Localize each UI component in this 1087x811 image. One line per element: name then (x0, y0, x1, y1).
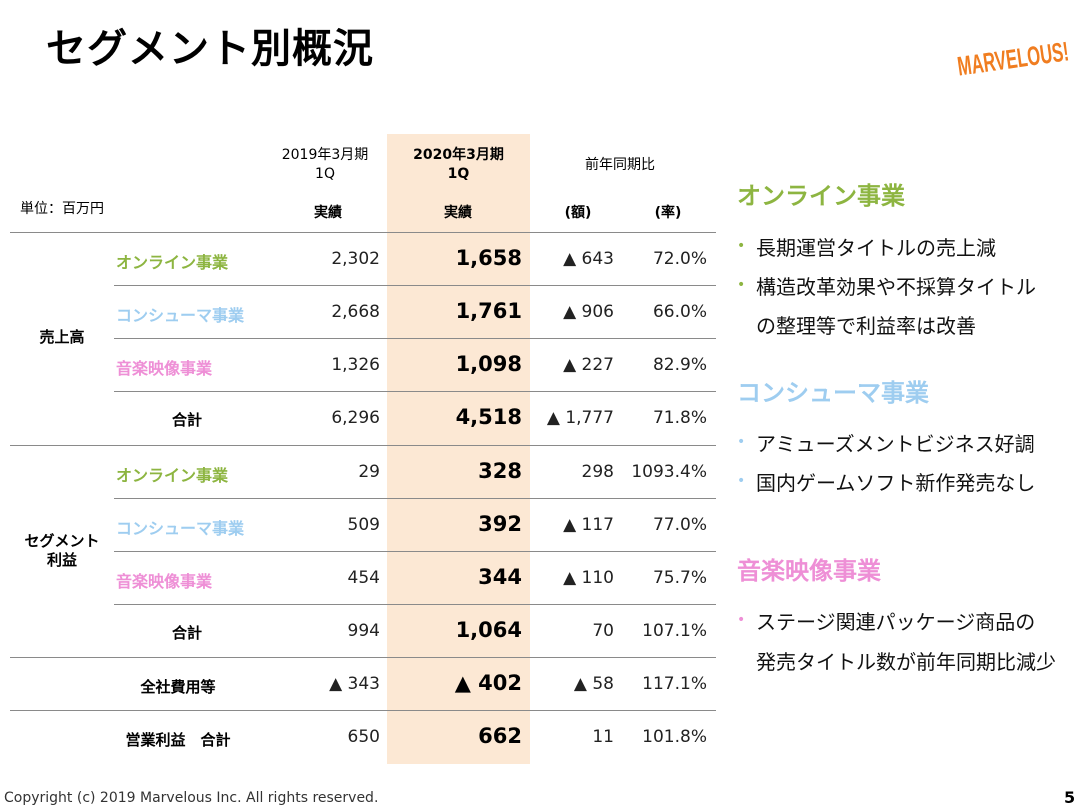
cell-curr: 4,518 (455, 405, 522, 429)
row-label: コンシューマ事業 (116, 519, 245, 538)
row-label: オンライン事業 (116, 253, 229, 272)
commentary-music-bullet-1: ステージ関連パッケージ商品の (756, 610, 1036, 634)
cell-diff: ▲ 906 (563, 302, 614, 322)
cell-prev: 6,296 (331, 408, 380, 428)
cell-prev: 650 (347, 727, 380, 747)
row-label: 合計 (171, 624, 202, 642)
section-divider (10, 445, 716, 446)
commentary-online-bullet-2: 構造改革効果や不採算タイトル (756, 275, 1036, 299)
header-actual-prev: 実績 (314, 205, 342, 221)
cell-prev: 2,302 (331, 249, 380, 269)
cell-diff: 298 (581, 462, 614, 482)
svg-text:MARVELOUS!: MARVELOUS! (956, 36, 1071, 81)
marvelous-logo: MARVELOUS! (952, 20, 1072, 82)
cell-rate: 66.0% (652, 302, 707, 322)
cell-prev: ▲ 343 (329, 674, 380, 694)
header-actual-curr: 実績 (444, 205, 472, 221)
section-divider (10, 710, 716, 711)
category-segment-profit-line1: セグメント (24, 532, 100, 550)
row-divider (114, 551, 716, 552)
cell-prev: 509 (347, 515, 380, 535)
cell-curr: 1,761 (455, 299, 522, 323)
page-title: セグメント別概況 (46, 26, 374, 72)
commentary-heading-music: 音楽映像事業 (737, 557, 881, 585)
cell-prev: 29 (358, 462, 380, 482)
cell-diff: ▲ 643 (563, 249, 614, 269)
row-label: オンライン事業 (116, 466, 229, 485)
row-divider (114, 391, 716, 392)
cell-prev: 1,326 (331, 355, 380, 375)
cell-prev: 2,668 (331, 302, 380, 322)
row-divider (114, 338, 716, 339)
header-rate: (率) (654, 205, 682, 221)
current-period-highlight (387, 134, 530, 764)
cell-rate: 117.1% (642, 674, 707, 694)
cell-curr: 392 (478, 512, 522, 536)
cell-curr: 1,098 (455, 352, 522, 376)
bullet-icon: • (737, 473, 746, 489)
header-prev-period-label: 2019年3月期 (281, 147, 369, 163)
commentary-consumer-bullet-2: 国内ゲームソフト新作発売なし (756, 471, 1036, 495)
row-divider (114, 285, 716, 286)
cell-curr: 1,064 (455, 618, 522, 642)
unit-label: 単位：百万円 (20, 201, 104, 217)
cell-rate: 1093.4% (631, 462, 707, 482)
header-amount: (額) (564, 205, 592, 221)
header-prev-period: 2019年3月期 1Q (265, 146, 385, 184)
row-label: 合計 (171, 411, 202, 429)
bullet-icon: • (737, 434, 746, 450)
cell-diff: ▲ 117 (563, 515, 614, 535)
row-label: コンシューマ事業 (116, 306, 245, 325)
cell-curr: 662 (478, 724, 522, 748)
bullet-icon: • (737, 277, 746, 293)
page-number: 5 (1064, 788, 1076, 807)
cell-diff: ▲ 227 (563, 355, 614, 375)
row-label: 営業利益 合計 (125, 731, 231, 749)
header-prev-q: 1Q (315, 166, 335, 182)
commentary-heading-consumer: コンシューマ事業 (737, 379, 929, 407)
cell-rate: 101.8% (642, 727, 707, 747)
cell-rate: 75.7% (652, 568, 707, 588)
category-segment-profit: セグメント 利益 (14, 532, 110, 570)
header-yoy: 前年同期比 (585, 157, 655, 173)
header-curr-q: 1Q (447, 166, 470, 182)
cell-diff: 70 (592, 621, 614, 641)
commentary-consumer-bullet-1: アミューズメントビジネス好調 (756, 432, 1035, 456)
commentary-music-bullet-1-cont: 発売タイトル数が前年同期比減少 (756, 650, 1056, 674)
row-label: 音楽映像事業 (116, 572, 213, 591)
bullet-icon: • (737, 238, 746, 254)
bullet-icon: • (737, 612, 746, 628)
cell-diff: ▲ 58 (573, 674, 614, 694)
category-sales: 売上高 (39, 328, 85, 346)
commentary-online-bullet-2-cont: の整理等で利益率は改善 (756, 314, 976, 338)
cell-rate: 72.0% (652, 249, 707, 269)
cell-diff: ▲ 110 (563, 568, 614, 588)
cell-curr: 1,658 (455, 246, 522, 270)
section-divider (10, 657, 716, 658)
cell-prev: 454 (347, 568, 380, 588)
cell-curr: ▲ 402 (454, 671, 522, 695)
row-label: 音楽映像事業 (116, 359, 213, 378)
row-divider (114, 498, 716, 499)
copyright-footer: Copyright (c) 2019 Marvelous Inc. All ri… (4, 790, 379, 806)
category-segment-profit-line2: 利益 (46, 551, 77, 569)
table-top-rule (10, 232, 716, 233)
cell-diff: 11 (592, 727, 614, 747)
cell-rate: 82.9% (652, 355, 707, 375)
cell-diff: ▲ 1,777 (546, 408, 614, 428)
cell-rate: 107.1% (642, 621, 707, 641)
cell-rate: 71.8% (652, 408, 707, 428)
cell-curr: 344 (478, 565, 522, 589)
commentary-online-bullet-1: 長期運営タイトルの売上減 (756, 236, 996, 260)
header-curr-period-label: 2020年3月期 (413, 147, 504, 163)
cell-rate: 77.0% (652, 515, 707, 535)
header-curr-period: 2020年3月期 1Q (397, 146, 520, 184)
row-divider (114, 604, 716, 605)
cell-prev: 994 (347, 621, 380, 641)
commentary-heading-online: オンライン事業 (737, 182, 905, 210)
row-label: 全社費用等 (140, 678, 216, 696)
cell-curr: 328 (478, 459, 522, 483)
